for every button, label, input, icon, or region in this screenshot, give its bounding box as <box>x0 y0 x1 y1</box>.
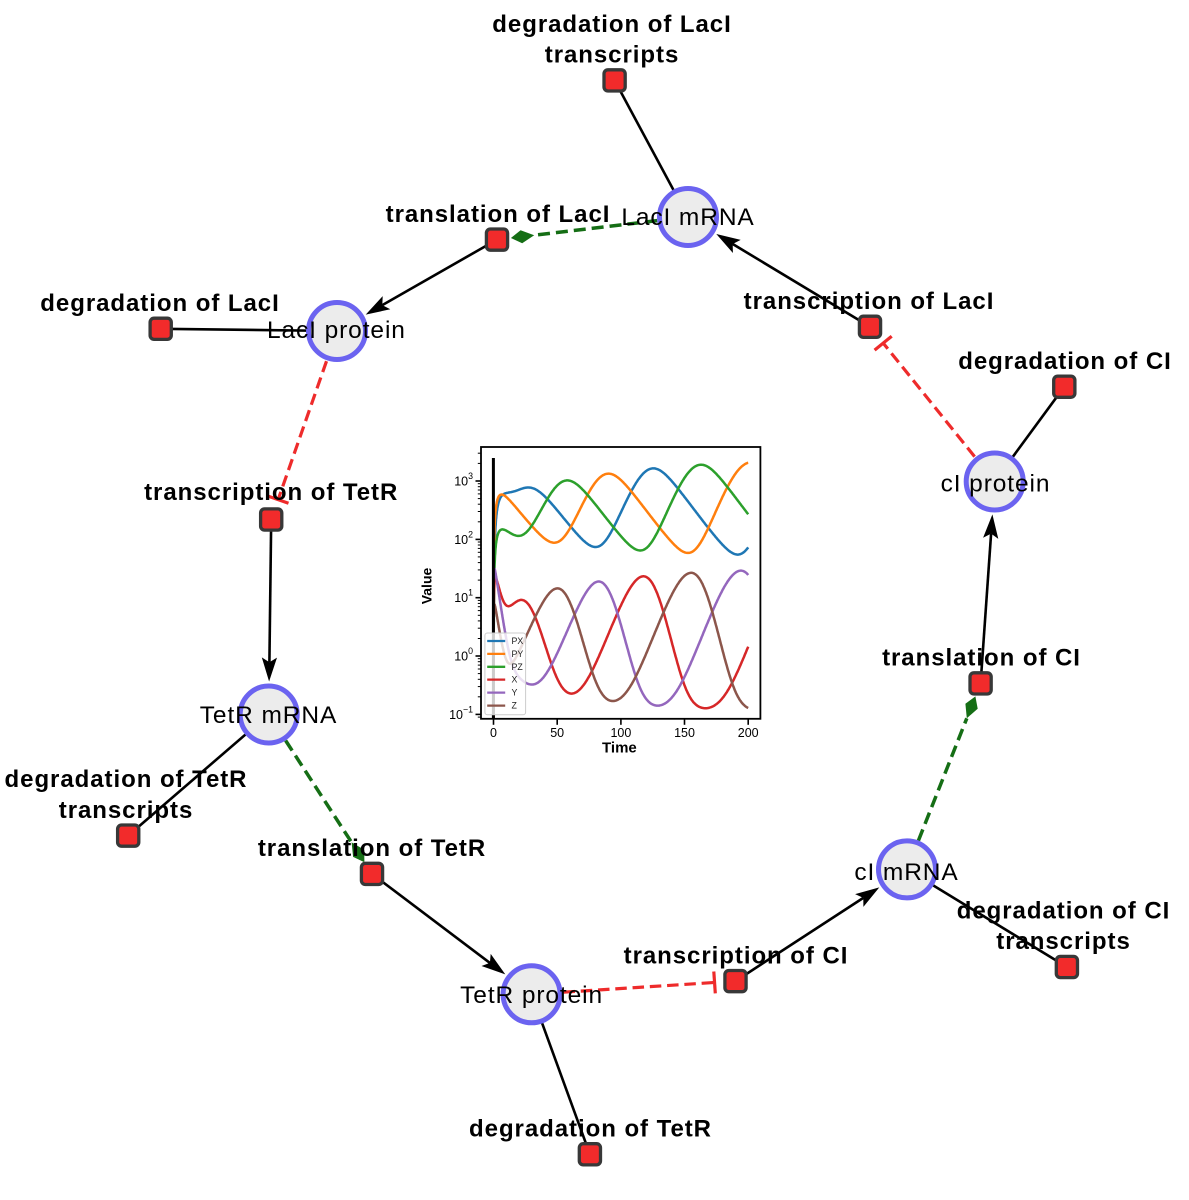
svg-text:LacI protein: LacI protein <box>267 317 406 344</box>
svg-text:degradation of TetR: degradation of TetR <box>5 766 248 793</box>
svg-text:TetR mRNA: TetR mRNA <box>200 702 337 729</box>
svg-text:transcription of TetR: transcription of TetR <box>144 479 398 506</box>
svg-text:0: 0 <box>490 726 497 740</box>
svg-text:Value: Value <box>419 568 435 605</box>
svg-text:TetR protein: TetR protein <box>460 982 603 1009</box>
svg-text:degradation of CI: degradation of CI <box>958 348 1171 375</box>
svg-text:translation of LacI: translation of LacI <box>386 201 611 228</box>
svg-text:PZ: PZ <box>512 662 524 672</box>
svg-text:translation of CI: translation of CI <box>882 645 1081 672</box>
svg-text:50: 50 <box>550 726 564 740</box>
svg-text:transcripts: transcripts <box>59 797 194 824</box>
svg-text:PX: PX <box>512 636 524 646</box>
svg-text:translation of TetR: translation of TetR <box>258 835 486 862</box>
svg-text:transcripts: transcripts <box>996 928 1131 955</box>
svg-text:transcription of LacI: transcription of LacI <box>744 288 995 315</box>
svg-text:Time: Time <box>602 740 637 757</box>
svg-text:transcripts: transcripts <box>545 42 680 69</box>
svg-text:LacI mRNA: LacI mRNA <box>621 204 754 231</box>
svg-text:degradation of CI: degradation of CI <box>957 898 1170 925</box>
svg-text:X: X <box>512 675 518 685</box>
svg-text:Z: Z <box>512 701 518 711</box>
svg-text:degradation of LacI: degradation of LacI <box>492 11 731 38</box>
svg-text:degradation of LacI: degradation of LacI <box>40 290 279 317</box>
svg-text:transcription of CI: transcription of CI <box>624 942 849 969</box>
svg-text:degradation of TetR: degradation of TetR <box>469 1116 712 1143</box>
svg-text:Y: Y <box>512 688 518 698</box>
svg-text:cI protein: cI protein <box>941 471 1051 498</box>
svg-text:100: 100 <box>610 726 631 740</box>
svg-text:cI mRNA: cI mRNA <box>854 859 958 886</box>
svg-text:PY: PY <box>512 649 524 659</box>
svg-text:150: 150 <box>674 726 695 740</box>
svg-text:200: 200 <box>738 726 759 740</box>
